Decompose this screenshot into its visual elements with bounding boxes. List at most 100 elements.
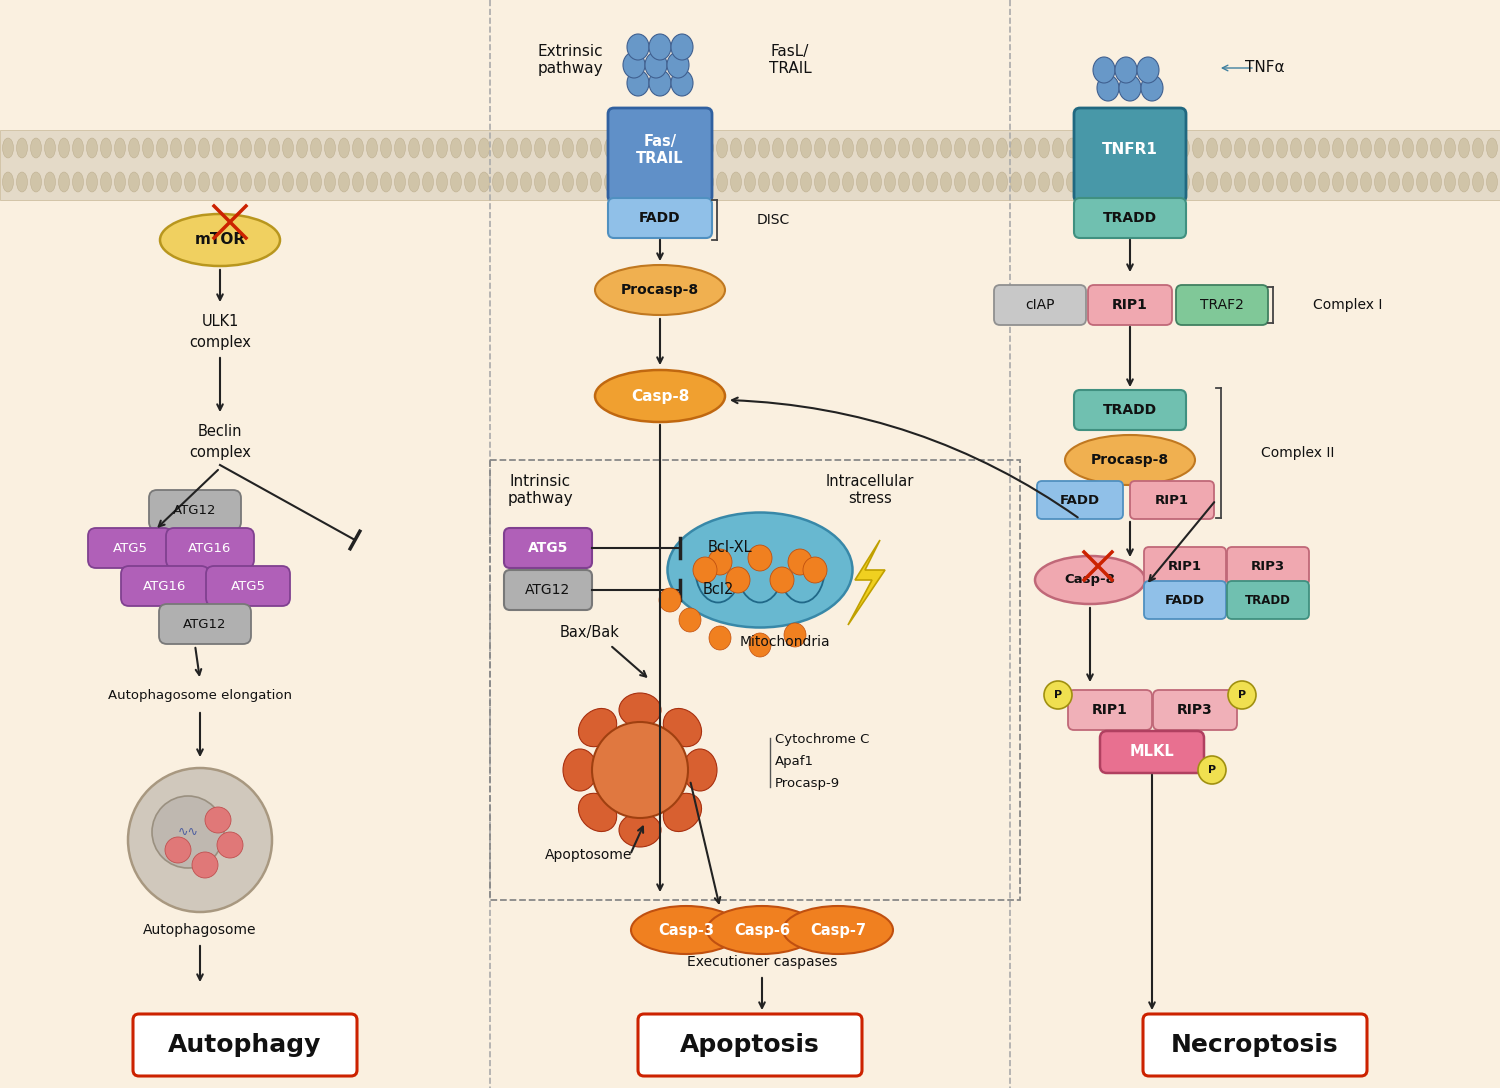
Ellipse shape <box>885 172 896 191</box>
Ellipse shape <box>184 138 195 158</box>
Ellipse shape <box>940 138 951 158</box>
Ellipse shape <box>726 567 750 593</box>
Ellipse shape <box>996 172 1008 191</box>
FancyBboxPatch shape <box>1088 285 1172 325</box>
Bar <box>0 129 1500 200</box>
Ellipse shape <box>1444 172 1455 191</box>
Ellipse shape <box>576 172 588 191</box>
Ellipse shape <box>969 172 980 191</box>
Ellipse shape <box>198 138 210 158</box>
Ellipse shape <box>772 172 783 191</box>
Ellipse shape <box>658 588 681 611</box>
Ellipse shape <box>268 172 279 191</box>
FancyBboxPatch shape <box>994 285 1086 325</box>
FancyBboxPatch shape <box>206 566 290 606</box>
Ellipse shape <box>1053 172 1064 191</box>
Text: Bax/Bak: Bax/Bak <box>560 625 620 640</box>
Ellipse shape <box>549 138 560 158</box>
Ellipse shape <box>1066 172 1077 191</box>
Text: Autophagy: Autophagy <box>168 1033 321 1058</box>
Ellipse shape <box>1011 172 1022 191</box>
Ellipse shape <box>660 138 672 158</box>
Ellipse shape <box>1150 138 1161 158</box>
Text: ∿∿: ∿∿ <box>177 826 198 839</box>
Ellipse shape <box>927 172 938 191</box>
Ellipse shape <box>579 793 616 831</box>
FancyBboxPatch shape <box>134 1014 357 1076</box>
Circle shape <box>165 837 190 863</box>
FancyBboxPatch shape <box>148 490 242 530</box>
Text: Necroptosis: Necroptosis <box>1172 1033 1340 1058</box>
Ellipse shape <box>562 749 597 791</box>
Ellipse shape <box>618 172 630 191</box>
Ellipse shape <box>339 172 350 191</box>
Ellipse shape <box>940 172 951 191</box>
Ellipse shape <box>1234 138 1245 158</box>
Ellipse shape <box>1416 172 1428 191</box>
Text: P: P <box>1238 690 1246 700</box>
Text: P: P <box>1208 765 1216 775</box>
Ellipse shape <box>1095 138 1106 158</box>
Ellipse shape <box>1431 172 1442 191</box>
Ellipse shape <box>436 138 447 158</box>
FancyBboxPatch shape <box>608 108 712 202</box>
Ellipse shape <box>1095 172 1106 191</box>
Text: Casp-8: Casp-8 <box>1065 573 1116 586</box>
Ellipse shape <box>1458 138 1470 158</box>
Ellipse shape <box>1332 172 1344 191</box>
Text: mTOR: mTOR <box>195 233 246 247</box>
Ellipse shape <box>627 34 650 60</box>
Text: Bcl-XL: Bcl-XL <box>708 541 753 556</box>
FancyBboxPatch shape <box>1154 690 1238 730</box>
Ellipse shape <box>534 138 546 158</box>
Ellipse shape <box>815 172 825 191</box>
Ellipse shape <box>633 172 644 191</box>
Ellipse shape <box>710 626 730 650</box>
Ellipse shape <box>58 138 69 158</box>
Circle shape <box>592 722 688 818</box>
Ellipse shape <box>423 172 433 191</box>
Ellipse shape <box>1276 172 1287 191</box>
Text: ULK1: ULK1 <box>201 314 238 330</box>
Ellipse shape <box>604 172 615 191</box>
Text: Executioner caspases: Executioner caspases <box>687 955 837 969</box>
Ellipse shape <box>366 138 378 158</box>
Ellipse shape <box>1360 172 1371 191</box>
FancyBboxPatch shape <box>1036 481 1124 519</box>
Ellipse shape <box>1402 172 1413 191</box>
Ellipse shape <box>255 172 266 191</box>
Ellipse shape <box>954 138 966 158</box>
Text: Intracellular
stress: Intracellular stress <box>827 473 914 506</box>
Text: complex: complex <box>189 334 250 349</box>
Ellipse shape <box>408 172 420 191</box>
Ellipse shape <box>670 34 693 60</box>
Ellipse shape <box>1080 138 1092 158</box>
Ellipse shape <box>688 138 699 158</box>
Ellipse shape <box>1332 138 1344 158</box>
Ellipse shape <box>255 138 266 158</box>
Ellipse shape <box>646 172 657 191</box>
Ellipse shape <box>856 172 867 191</box>
Text: RIP3: RIP3 <box>1251 559 1286 572</box>
Ellipse shape <box>45 172 56 191</box>
Ellipse shape <box>660 172 672 191</box>
Ellipse shape <box>1011 138 1022 158</box>
Text: RIP1: RIP1 <box>1168 559 1202 572</box>
Ellipse shape <box>129 172 140 191</box>
Ellipse shape <box>579 708 616 746</box>
Ellipse shape <box>627 70 650 96</box>
Ellipse shape <box>352 172 363 191</box>
FancyBboxPatch shape <box>88 528 172 568</box>
Ellipse shape <box>394 172 405 191</box>
Ellipse shape <box>604 138 615 158</box>
Ellipse shape <box>717 172 728 191</box>
Ellipse shape <box>702 138 714 158</box>
Ellipse shape <box>1248 138 1260 158</box>
Text: FADD: FADD <box>1060 494 1100 507</box>
Ellipse shape <box>1198 756 1225 784</box>
Ellipse shape <box>680 608 700 632</box>
Ellipse shape <box>297 172 307 191</box>
Ellipse shape <box>1038 172 1050 191</box>
Text: FasL/
TRAIL: FasL/ TRAIL <box>768 44 812 76</box>
Ellipse shape <box>1431 138 1442 158</box>
